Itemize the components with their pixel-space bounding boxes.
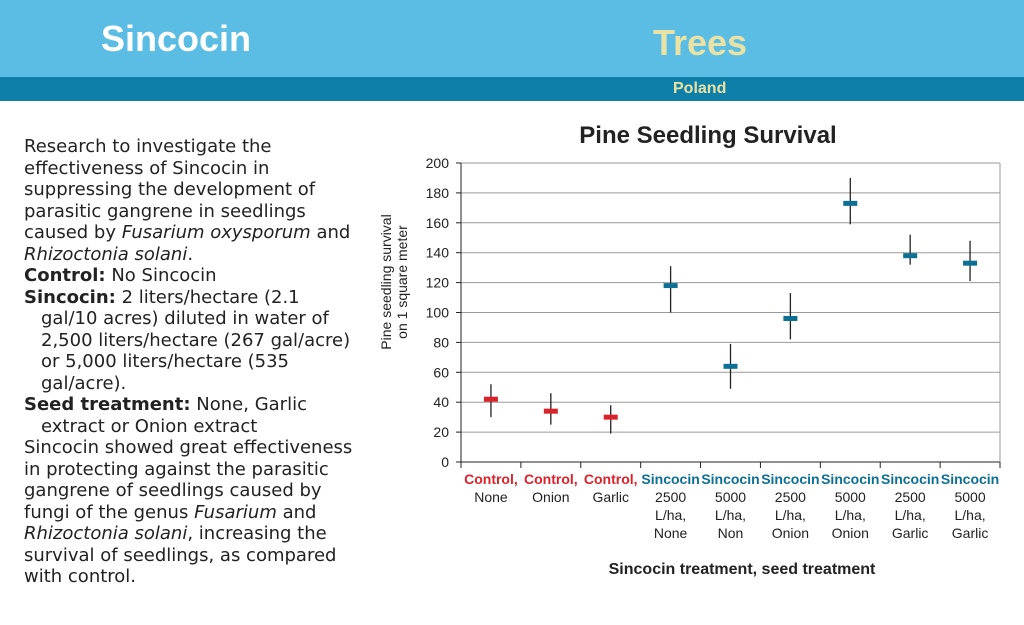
intro-text-and: and xyxy=(310,222,351,243)
mean-marker xyxy=(603,414,618,420)
x-axis-label: Sincocin treatment, seed treatment xyxy=(609,561,876,578)
x-tick-label: L/ha, xyxy=(655,507,686,523)
conclusion-text-end: , increasing the survival of seedlings, … xyxy=(24,523,337,587)
mean-marker xyxy=(963,260,978,266)
x-tick-label: 5000 xyxy=(715,489,746,505)
x-tick-label: Control, xyxy=(464,471,518,487)
seed-paragraph: Seed treatment: None, Garlic extract or … xyxy=(24,394,354,437)
x-tick-label: 5000 xyxy=(954,489,985,505)
header-bar xyxy=(0,0,1024,77)
y-axis-label-line-2: on 1 square meter xyxy=(394,225,410,339)
y-axis-label: Pine seedling survival on 1 square meter xyxy=(378,214,410,349)
mean-marker xyxy=(783,315,798,321)
brand-title: Sincocin xyxy=(101,18,252,59)
x-tick-label: L/ha, xyxy=(954,507,985,523)
x-tick-label: 2500 xyxy=(895,489,926,505)
conclusion-text-and: and xyxy=(276,501,317,523)
x-tick-label: Sincocin xyxy=(761,471,819,487)
y-tick-label: 40 xyxy=(433,394,449,410)
x-tick-label: Sincocin xyxy=(881,471,939,487)
x-tick-label: Garlic xyxy=(892,525,929,541)
x-tick-label: Garlic xyxy=(592,489,629,505)
sincocin-paragraph: Sincocin: 2 liters/hectare (2.1 gal/10 a… xyxy=(24,287,354,395)
x-tick-label: 2500 xyxy=(655,489,686,505)
control-text: No Sincocin xyxy=(105,265,217,286)
intro-paragraph: Research to investigate the effectivenes… xyxy=(24,136,354,265)
x-tick-label: Onion xyxy=(832,525,869,541)
y-tick-label: 200 xyxy=(426,155,450,171)
seed-label: Seed treatment: xyxy=(24,394,191,415)
intro-text-end: . xyxy=(187,243,194,265)
subheader-bar xyxy=(0,77,1024,101)
data-marks xyxy=(483,177,978,434)
x-tick-label: None xyxy=(654,525,688,541)
x-tick-label: Onion xyxy=(772,525,809,541)
y-tick-label: 160 xyxy=(426,215,450,231)
country-label: Poland xyxy=(673,80,727,97)
x-tick-label: Control, xyxy=(584,471,638,487)
mean-marker xyxy=(483,396,498,402)
sincocin-text: 2 liters/hectare (2.1 gal/10 acres) dilu… xyxy=(41,286,351,394)
intro-species-1: Fusarium oxysporum xyxy=(121,222,311,243)
x-tick-label: None xyxy=(474,489,508,505)
control-paragraph: Control: No Sincocin xyxy=(24,265,354,287)
x-tick-label: Sincocin xyxy=(821,471,879,487)
y-tick-label: 20 xyxy=(433,424,449,440)
mean-marker xyxy=(723,363,738,369)
seed-text: None, Garlic extract or Onion extract xyxy=(41,394,307,437)
gridlines xyxy=(460,162,1001,463)
y-tick-label: 180 xyxy=(426,185,450,201)
y-tick-label: 0 xyxy=(441,454,449,470)
y-tick-label: 100 xyxy=(426,305,450,321)
y-tick-label: 140 xyxy=(426,245,450,261)
y-axis-ticks: 0 20 40 60 80 100 120 140 160 180 200 xyxy=(426,155,461,470)
chart-title: Pine Seedling Survival xyxy=(579,122,836,149)
x-tick-label: 2500 xyxy=(775,489,806,505)
x-tick-label: L/ha, xyxy=(895,507,926,523)
y-tick-label: 80 xyxy=(433,334,449,350)
y-tick-label: 120 xyxy=(426,275,450,291)
description-panel: Research to investigate the effectivenes… xyxy=(24,136,354,588)
x-tick-label: Sincocin xyxy=(941,471,999,487)
x-axis-tick-labels: Control, None Control, Onion Control, Garlic S… xyxy=(460,462,1001,541)
x-tick-label: Onion xyxy=(532,489,569,505)
x-tick-label: 5000 xyxy=(835,489,866,505)
sincocin-label: Sincocin: xyxy=(24,286,116,308)
mean-marker xyxy=(543,408,558,414)
x-tick-label: Garlic xyxy=(952,525,989,541)
conclusion-species: Rhizoctonia solani xyxy=(24,523,188,544)
conclusion-genus: Fusarium xyxy=(194,501,277,523)
mean-marker xyxy=(663,283,678,289)
intro-species-2: Rhizoctonia solani xyxy=(24,243,188,265)
mean-marker xyxy=(843,200,858,206)
x-tick-label: Sincocin xyxy=(641,471,699,487)
intro-text: Research to investigate the effectivenes… xyxy=(24,136,316,243)
mean-marker xyxy=(903,253,918,259)
x-tick-label: Sincocin xyxy=(701,471,759,487)
x-tick-label: L/ha, xyxy=(715,507,746,523)
section-title: Trees xyxy=(653,22,748,63)
y-axis-label-line-1: Pine seedling survival xyxy=(378,214,394,349)
conclusion-paragraph: Sincocin showed great effectiveness in p… xyxy=(24,437,354,588)
x-tick-label: Non xyxy=(718,525,744,541)
y-tick-label: 60 xyxy=(433,364,449,380)
x-tick-label: L/ha, xyxy=(775,507,806,523)
control-label: Control: xyxy=(24,265,106,286)
conclusion-text: Sincocin showed great effectiveness in p… xyxy=(24,437,353,523)
x-tick-label: L/ha, xyxy=(835,507,866,523)
x-tick-label: Control, xyxy=(524,471,578,487)
